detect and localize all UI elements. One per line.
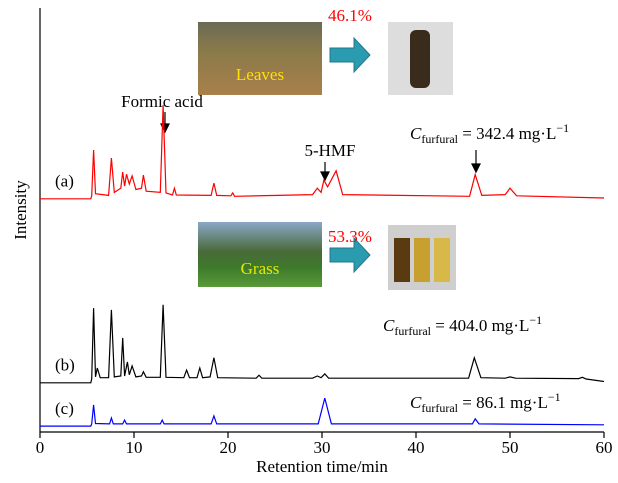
x-tick-label: 30: [314, 438, 331, 457]
x-tick-label: 10: [126, 438, 143, 457]
leaves-photo: [198, 22, 322, 95]
chart: Intensity Retention time/min Formic acid…: [0, 0, 618, 483]
concentration-text: = 86.1 mg·L: [458, 393, 548, 412]
arrow-icon: [330, 38, 370, 72]
yield-label: 53.3%: [328, 227, 372, 246]
concentration-superscript: −1: [548, 390, 561, 404]
vial: [410, 30, 430, 88]
x-tick-label: 60: [596, 438, 613, 457]
peak-label: 5-HMF: [304, 141, 355, 160]
concentration-subscript: furfural: [394, 324, 431, 338]
concentration-subscript: furfural: [421, 401, 458, 415]
trace-label: (b): [55, 356, 75, 375]
concentration-text: = 404.0 mg·L: [431, 316, 529, 335]
page: {"chart_data": {"type": "line", "xlabel"…: [0, 0, 618, 483]
concentration-superscript: −1: [529, 313, 542, 327]
concentration-symbol: C: [383, 316, 395, 335]
y-axis-label: Intensity: [11, 180, 30, 240]
trace-label: (c): [55, 399, 74, 418]
x-tick-label: 40: [408, 438, 425, 457]
vial: [414, 238, 430, 282]
vial: [394, 238, 410, 282]
concentration-subscript: furfural: [421, 132, 458, 146]
inset-caption: Grass: [241, 259, 280, 278]
concentration-label: Cfurfural = 342.4 mg·L−1: [410, 121, 569, 146]
trace-label: (a): [55, 172, 74, 191]
x-axis-label: Retention time/min: [256, 457, 388, 476]
concentration-symbol: C: [410, 393, 422, 412]
vial: [434, 238, 450, 282]
yield-label: 46.1%: [328, 6, 372, 25]
concentration-superscript: −1: [556, 121, 569, 135]
x-tick-label: 20: [220, 438, 237, 457]
concentration-label: Cfurfural = 86.1 mg·L−1: [410, 390, 561, 415]
concentration-symbol: C: [410, 124, 422, 143]
peak-label: Formic acid: [121, 92, 203, 111]
concentration-text: = 342.4 mg·L: [458, 124, 556, 143]
concentration-label: Cfurfural = 404.0 mg·L−1: [383, 313, 542, 338]
inset-caption: Leaves: [236, 65, 284, 84]
x-tick-label: 0: [36, 438, 45, 457]
x-tick-label: 50: [502, 438, 519, 457]
